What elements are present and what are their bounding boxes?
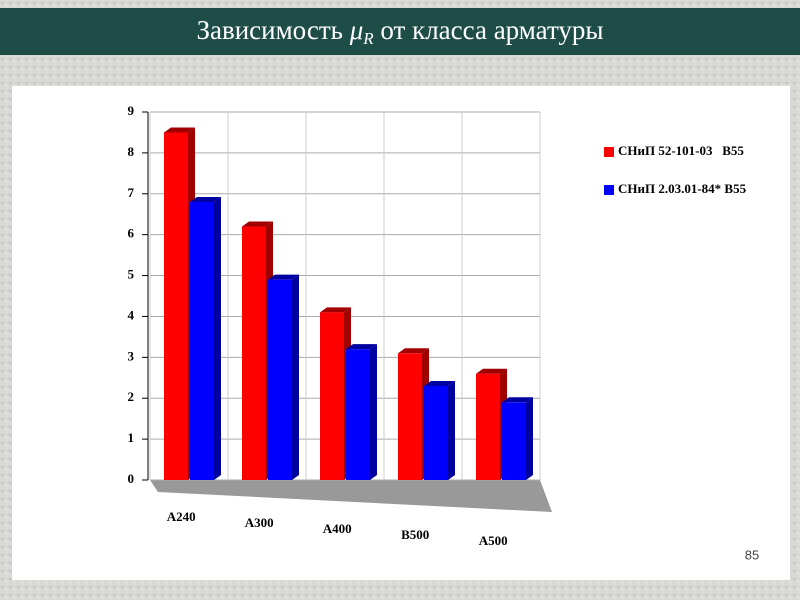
title-text: Зависимость	[196, 15, 349, 45]
bar-side	[448, 380, 455, 480]
bar	[502, 402, 526, 480]
legend-label: СНиП 52-101-03 B55	[618, 143, 744, 158]
x-tick-label: A300	[245, 515, 274, 530]
slide-title: Зависимость μR от класса арматуры	[196, 15, 603, 48]
bar-top	[242, 221, 273, 227]
floor	[150, 480, 552, 512]
x-tick-label: A240	[167, 509, 196, 524]
bar-top	[502, 397, 533, 403]
bar-top	[424, 380, 455, 386]
title-text: от класса арматуры	[374, 15, 604, 45]
x-tick-label: B500	[401, 527, 429, 542]
header-bar	[0, 8, 800, 55]
bar	[320, 312, 344, 480]
y-tick-label: 9	[128, 103, 135, 118]
title-symbol: μ	[349, 15, 364, 45]
y-tick-label: 0	[128, 471, 135, 486]
bar	[164, 132, 188, 480]
bar	[424, 385, 448, 480]
bar	[398, 353, 422, 480]
plot: 0 1 2 3 4 5 6 7 8 9 A240 A300 A400 B500 A500 СНиП 52-10…	[128, 103, 747, 548]
y-tick-label: 8	[128, 144, 135, 159]
bar-top	[320, 307, 351, 313]
bar-top	[476, 368, 507, 374]
title-subscript: R	[362, 29, 374, 48]
bar-side	[214, 196, 221, 480]
y-tick-label: 7	[128, 185, 135, 200]
bar-top	[268, 274, 299, 280]
chart-panel	[12, 86, 790, 580]
bar	[476, 373, 500, 480]
bar	[346, 349, 370, 480]
y-tick-label: 3	[128, 348, 135, 363]
bar-top	[398, 348, 429, 354]
y-tick-label: 6	[128, 226, 135, 241]
y-tick-label: 5	[128, 267, 135, 282]
bar-top	[164, 127, 195, 133]
y-tick-label: 2	[128, 389, 135, 404]
bar-side	[370, 344, 377, 480]
page-number: 85	[745, 547, 759, 562]
bar-side	[292, 274, 299, 480]
bar-side	[526, 397, 533, 480]
legend-swatch	[604, 147, 614, 157]
legend-swatch	[604, 185, 614, 195]
x-tick-label: A400	[323, 521, 352, 536]
bar-top	[346, 344, 377, 350]
y-tick-label: 4	[128, 307, 135, 322]
legend-label: СНиП 2.03.01-84* B55	[618, 181, 747, 196]
bar	[190, 201, 214, 480]
x-tick-label: A500	[479, 533, 508, 548]
bar-top	[190, 196, 221, 202]
y-tick-label: 1	[128, 430, 135, 445]
bar	[268, 279, 292, 480]
bar	[242, 226, 266, 480]
